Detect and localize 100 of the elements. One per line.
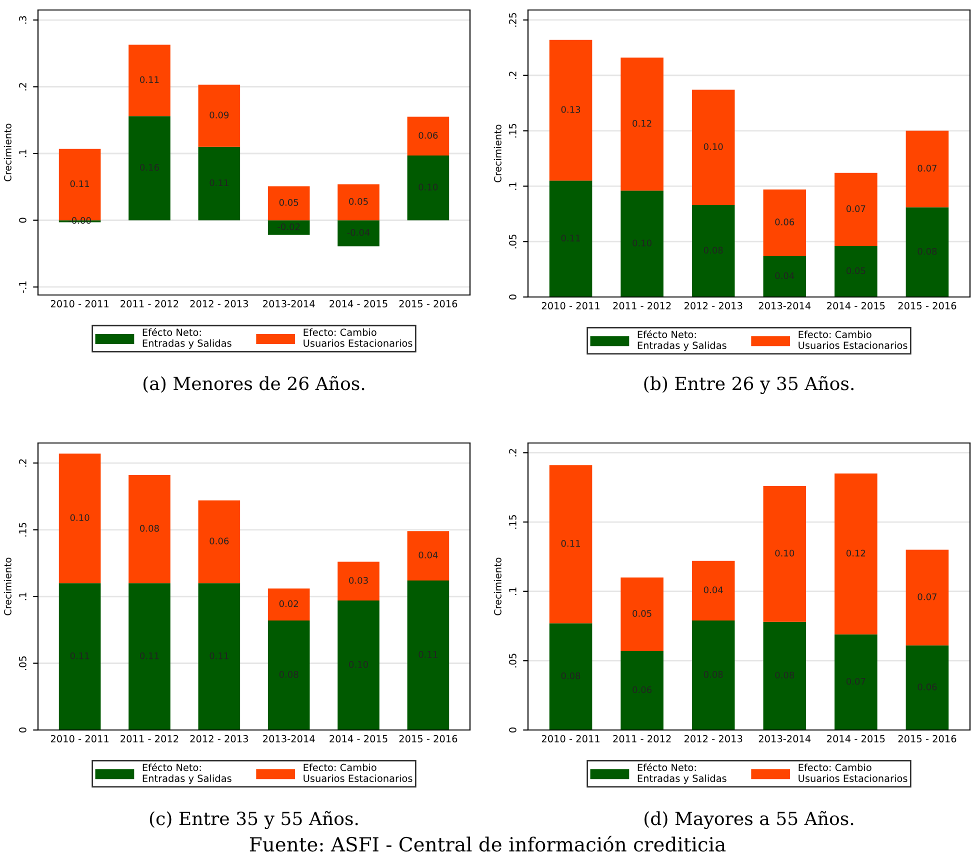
data-label: 0.11 [561,540,580,547]
x-tick-label: 2010 - 2011 [542,735,600,742]
y-tick-label: 0 [509,728,516,732]
data-label: 0.10 [418,184,438,190]
bar [692,205,735,297]
legend-label: Efécto Neto: Entradas y Salidas [142,763,232,784]
legend-label: Efecto: Cambio Usuarios Estacionarios [304,764,412,782]
x-tick-label: 2012 - 2013 [190,735,248,742]
bar [549,40,592,181]
x-tick-label: 2015 - 2016 [898,735,956,742]
y-tick-label: 0 [19,218,26,223]
data-label: 0.08 [918,248,937,255]
bar [407,531,450,580]
data-label: 0.11 [561,234,580,242]
data-label: 0.11 [140,652,159,660]
data-label: 0.02 [279,600,298,608]
x-tick-label: 2012 - 2013 [684,302,742,310]
bar [834,246,878,297]
bar [58,583,101,730]
legend-label: Efecto: Cambio Usuarios Estacionarios [798,764,908,782]
x-tick-label: 2014 - 2015 [827,735,885,742]
data-label: 0.10 [349,661,368,668]
source-note: Fuente: ASFI - Central de información crediticia [250,836,726,852]
y-tick-label: 0 [509,294,516,300]
x-tick-label: 2013-2014 [263,735,315,742]
y-tick-label: .1 [509,588,516,595]
y-axis-title: Crecimiento [494,558,502,616]
bar [906,645,949,730]
data-label: 0.05 [349,198,368,205]
bar [620,190,664,297]
data-label: 0.10 [70,514,90,522]
data-label: 0.06 [918,684,937,690]
bar [834,634,878,730]
x-tick-label: 2013-2014 [758,302,811,310]
data-label: 0.08 [704,246,723,254]
bar [198,583,240,730]
y-tick-label: -.1 [19,281,26,293]
data-label: 0.06 [775,218,794,226]
y-tick-label: .15 [19,522,26,536]
x-tick-label: 2011 - 2012 [120,735,178,742]
data-label: 0.04 [704,586,723,594]
x-tick-label: 2012 - 2013 [684,735,742,742]
legend-label: Efécto Neto: Entradas y Salidas [142,328,232,349]
x-tick-label: 2015 - 2016 [399,735,458,742]
x-tick-label: 2011 - 2012 [613,735,671,742]
y-tick-label: .05 [19,656,26,670]
data-label: 0.10 [632,240,652,246]
data-label: 0.05 [279,199,298,206]
data-label: 0.05 [632,610,652,617]
x-tick-label: 2010 - 2011 [50,300,108,308]
data-label: 0.08 [561,672,580,680]
data-label: 0.07 [846,205,866,212]
x-tick-label: 2015 - 2016 [399,300,458,308]
data-label: 0.10 [704,143,723,150]
data-label: 0.08 [704,671,723,678]
y-axis-title: Crecimiento [4,124,12,182]
bar [198,84,240,147]
data-label: 0.11 [210,179,228,186]
legend-label: Efecto: Cambio Usuarios Estacionarios [798,330,908,350]
y-tick-label: .1 [19,592,26,600]
data-label: 0.11 [140,76,159,84]
bar [268,186,310,220]
y-tick-label: .2 [509,449,516,456]
bar [268,220,310,235]
bar [268,620,310,730]
bar [549,465,592,624]
text: (c) Entre 35 y 55 Años. [150,810,358,830]
text: (b) Entre 26 y 35 Años. [644,376,854,394]
bar [128,583,170,730]
y-tick-label: .25 [509,13,516,27]
bar [198,500,240,584]
bar [620,650,664,730]
legend-label: Efécto Neto: Entradas y Salidas [638,763,726,784]
data-label: 0.04 [418,552,438,558]
bar [407,116,450,156]
bar [763,190,806,256]
data-label: 0.04 [775,272,794,280]
data-label: 0.06 [210,538,229,544]
bar [58,454,101,584]
bar [128,116,170,220]
data-label: 0.06 [418,132,438,139]
bar [763,622,806,730]
y-tick-label: .15 [509,515,516,529]
y-tick-label: .2 [509,72,516,79]
y-tick-label: .2 [19,83,26,90]
bar [620,577,664,651]
data-label: 0.07 [918,593,937,600]
y-tick-label: .05 [509,654,516,668]
y-axis-title: Crecimiento [4,558,12,616]
y-tick-label: .1 [19,150,26,158]
x-tick-label: 2015 - 2016 [898,302,956,310]
bar [128,475,170,584]
y-tick-label: .1 [509,182,516,190]
bar [906,130,949,208]
y-tick-label: .2 [19,459,26,467]
data-label: 0.08 [279,671,298,678]
bar [338,600,380,730]
bar [338,562,380,601]
y-tick-label: 0 [19,728,26,732]
data-label: 0.11 [70,652,90,660]
